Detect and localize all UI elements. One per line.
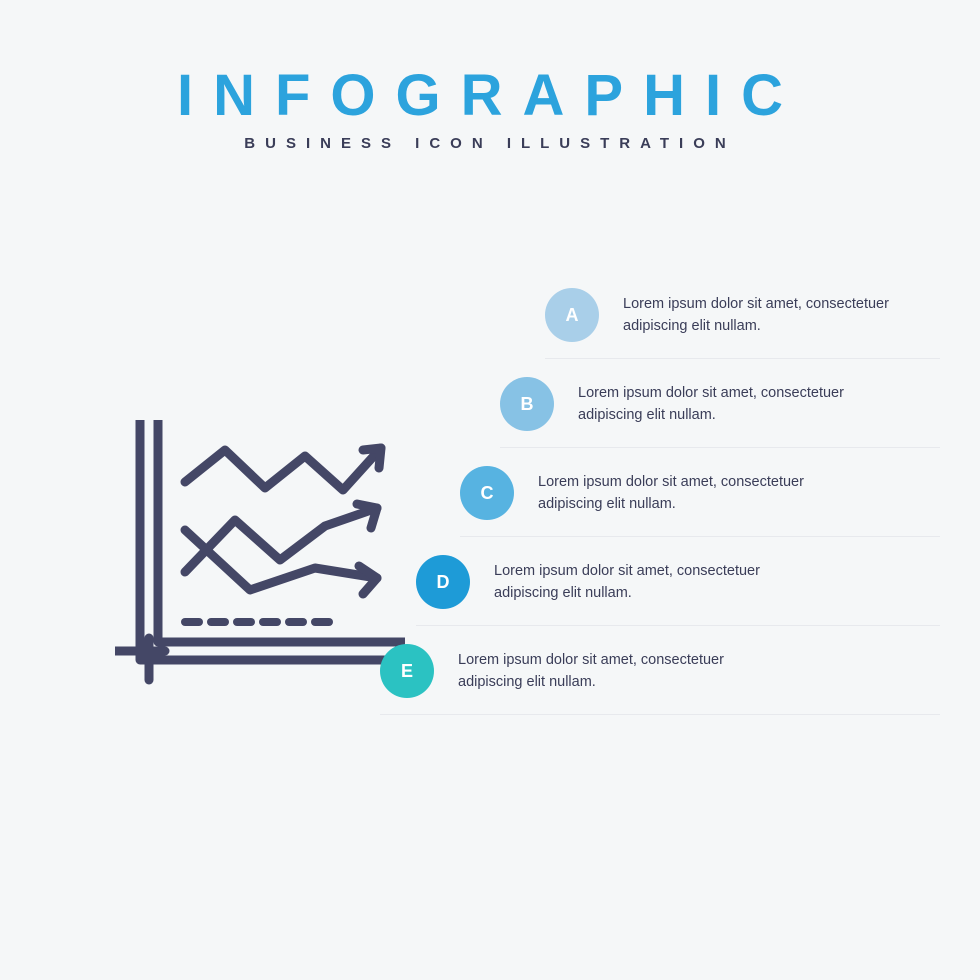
step-badge-b: B [500, 377, 554, 431]
step-badge-a: A [545, 288, 599, 342]
step-text-b: Lorem ipsum dolor sit amet, consectetuer… [578, 382, 908, 427]
step-text-a: Lorem ipsum dolor sit amet, consectetuer… [623, 293, 940, 338]
chart-growth-icon [115, 420, 405, 685]
step-b: B Lorem ipsum dolor sit amet, consectetu… [500, 359, 940, 448]
page-subtitle: BUSINESS ICON ILLUSTRATION [0, 135, 980, 152]
page-title: INFOGRAPHIC [0, 62, 980, 129]
step-d: D Lorem ipsum dolor sit amet, consectetu… [416, 537, 940, 626]
step-text-c: Lorem ipsum dolor sit amet, consectetuer… [538, 471, 868, 516]
step-badge-e: E [380, 644, 434, 698]
step-badge-c: C [460, 466, 514, 520]
steps-list: A Lorem ipsum dolor sit amet, consectetu… [380, 270, 940, 715]
step-a: A Lorem ipsum dolor sit amet, consectetu… [545, 270, 940, 359]
step-badge-d: D [416, 555, 470, 609]
step-text-d: Lorem ipsum dolor sit amet, consectetuer… [494, 560, 824, 605]
step-c: C Lorem ipsum dolor sit amet, consectetu… [460, 448, 940, 537]
step-e: E Lorem ipsum dolor sit amet, consectetu… [380, 626, 940, 715]
step-text-e: Lorem ipsum dolor sit amet, consectetuer… [458, 649, 788, 694]
header: INFOGRAPHIC BUSINESS ICON ILLUSTRATION [0, 0, 980, 152]
